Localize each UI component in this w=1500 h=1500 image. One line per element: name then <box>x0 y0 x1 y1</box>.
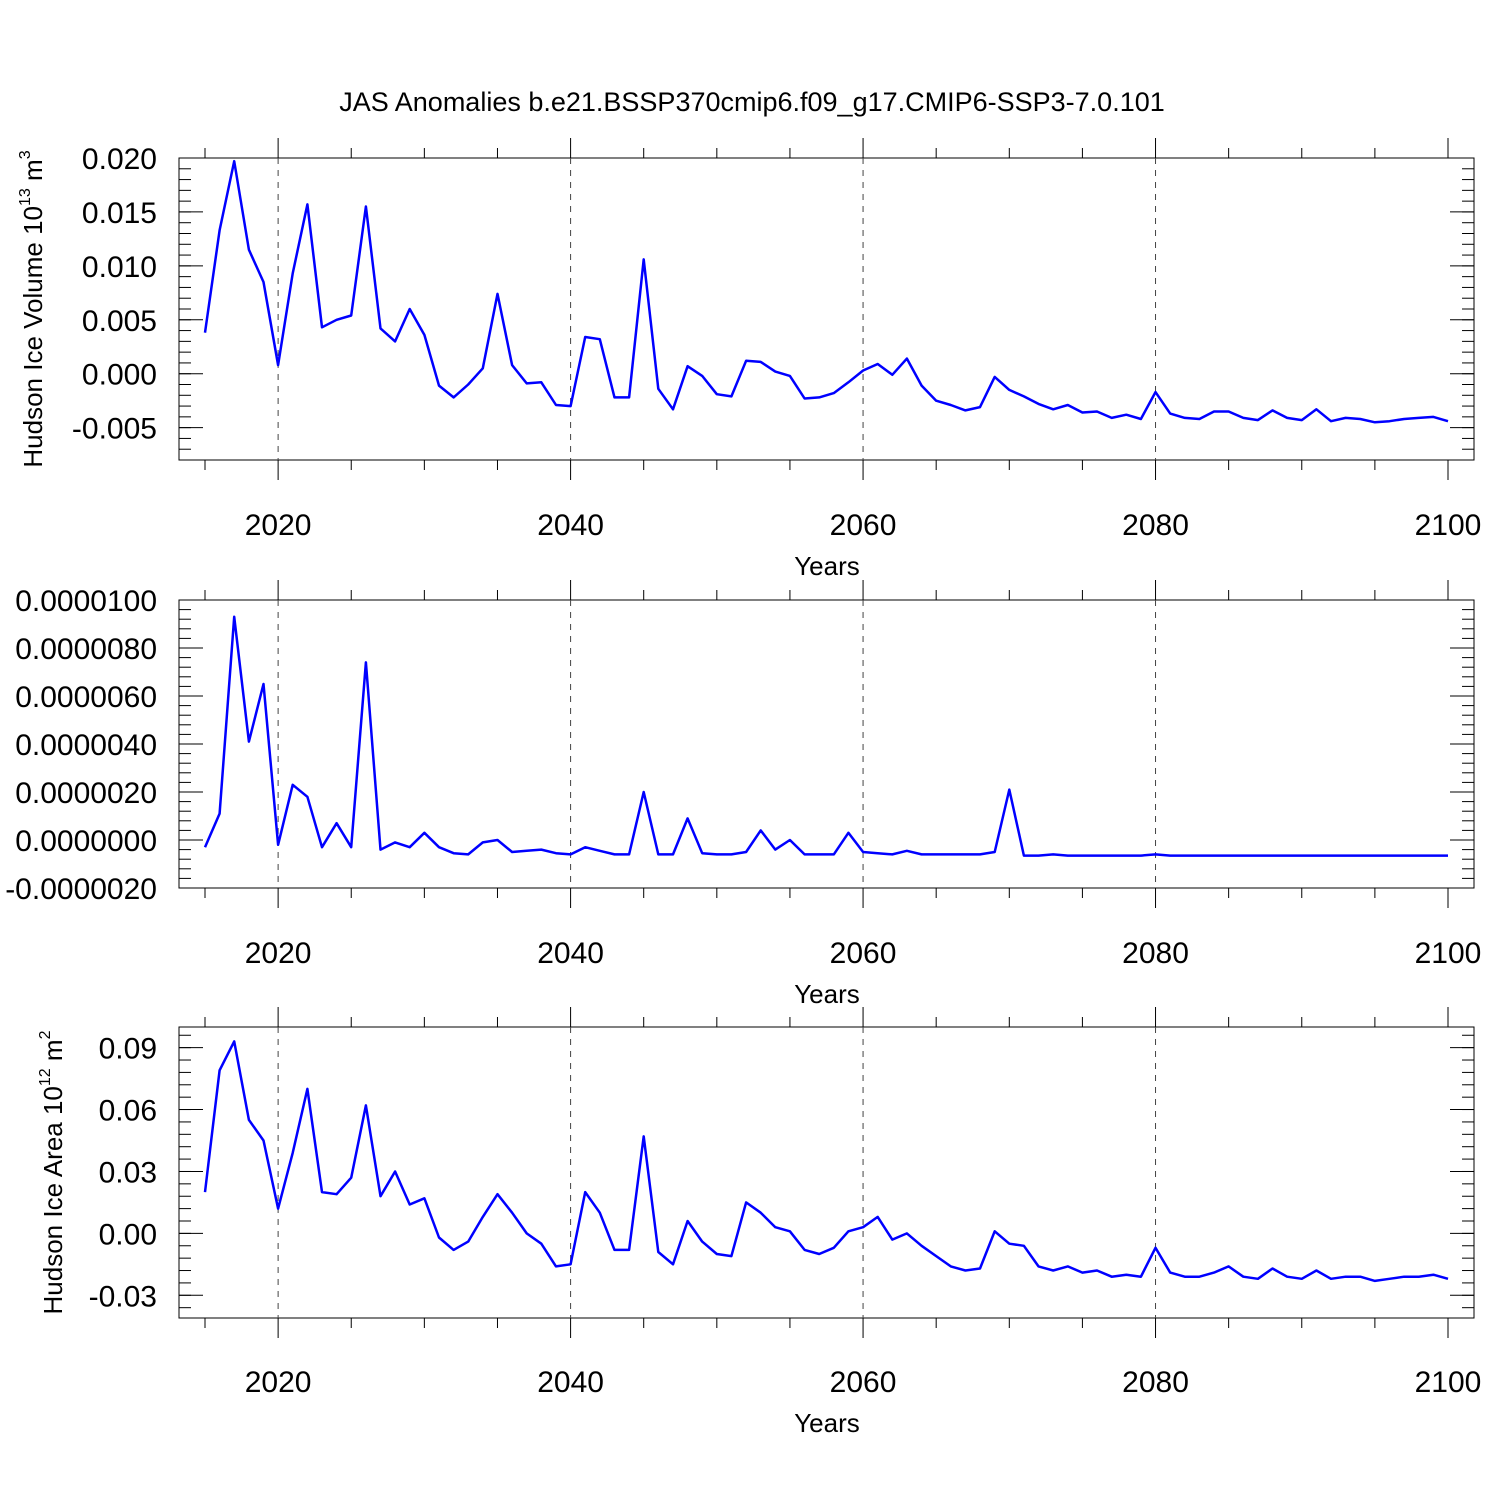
y-tick-label: 0.00 <box>99 1218 157 1251</box>
x-tick-label: 2020 <box>245 1366 312 1399</box>
y-axis-title: Hudson Ice Volume 1013 m3 <box>17 150 48 467</box>
y-tick-label: -0.03 <box>89 1280 157 1313</box>
data-series-line <box>203 1040 1449 1283</box>
y-tick-label: -0.005 <box>72 413 157 446</box>
x-tick-label: 2020 <box>245 509 312 542</box>
x-tick-label: 2080 <box>1122 509 1189 542</box>
chart-panel-2: -0.0000020 0.0000000 0.0000020 0.0000040 0.0… <box>5 580 1481 1009</box>
y-tick-label: 0.000 <box>82 359 157 392</box>
x-tick-label: 2060 <box>830 509 897 542</box>
y-tick-label: 0.0000000 <box>15 825 157 858</box>
y-tick-label: 0.010 <box>82 251 157 284</box>
y-tick-label: 0.015 <box>82 197 157 230</box>
chart-title: JAS Anomalies b.e21.BSSP370cmip6.f09_g17… <box>339 87 1165 117</box>
y-tick-label: -0.0000020 <box>5 873 157 906</box>
y-tick-label: 0.005 <box>82 305 157 338</box>
y-tick-label: 0.03 <box>99 1156 157 1189</box>
y-tick-label: 0.06 <box>99 1095 157 1128</box>
y-tick-label: 0.0000060 <box>15 681 157 714</box>
x-tick-label: 2080 <box>1122 937 1189 970</box>
chart-panel-1: -0.005 0.000 0.005 0.010 0.015 0.020 2020 2040 2… <box>17 138 1481 581</box>
x-tick-label: 2040 <box>537 509 604 542</box>
x-tick-label: 2100 <box>1415 509 1482 542</box>
x-tick-label: 2060 <box>830 1366 897 1399</box>
plot-frame <box>178 1026 1475 1319</box>
x-tick-label: 2040 <box>537 1366 604 1399</box>
data-series-line <box>203 615 1448 857</box>
y-axis-title: Hudson Ice Area 1012 m2 <box>37 1030 68 1314</box>
x-axis-title: Years <box>794 551 860 581</box>
x-tick-label: 2080 <box>1122 1366 1189 1399</box>
x-tick-label: 2100 <box>1415 937 1482 970</box>
y-tick-label: 0.0000080 <box>15 633 157 666</box>
x-tick-label: 2040 <box>537 937 604 970</box>
y-tick-label: 0.020 <box>82 143 157 176</box>
y-tick-label: 0.0000020 <box>15 777 157 810</box>
chart-panel-3: -0.03 0.00 0.03 0.06 0.09 2020 2040 2060 2080 210… <box>37 1007 1481 1438</box>
x-tick-label: 2060 <box>830 937 897 970</box>
x-tick-label: 2100 <box>1415 1366 1482 1399</box>
y-tick-label: 0.0000040 <box>15 729 157 762</box>
y-tick-label: 0.0000100 <box>15 585 157 618</box>
x-tick-label: 2020 <box>245 937 312 970</box>
x-axis-title: Years <box>794 1408 860 1438</box>
y-tick-label: 0.09 <box>99 1033 157 1066</box>
data-series-line <box>203 159 1449 424</box>
x-axis-title: Years <box>794 979 860 1009</box>
